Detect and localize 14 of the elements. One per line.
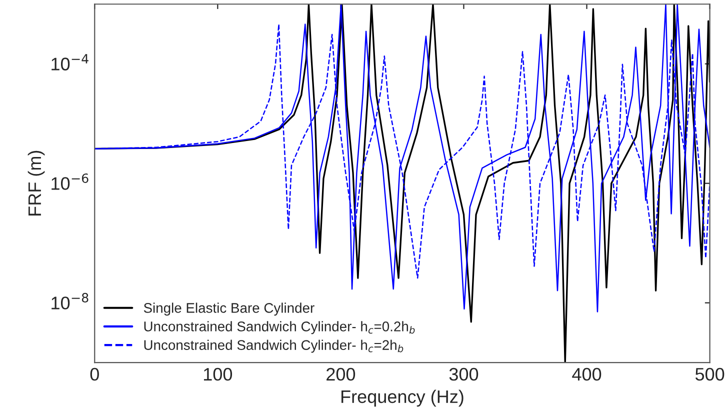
legend-label: Single Elastic Bare Cylinder [144,302,314,316]
y-tick-label: 10$^{−8}$ [52,292,88,310]
x-tick-label: 100 [204,368,232,381]
y-tick-label: 10$^{−4}$ [52,54,88,70]
x-tick-label: 200 [326,368,356,381]
legend-label: Unconstrained Sandwich Cylinder- h$_{c}$=2h$_{b}$ [144,340,404,353]
y-tick-label: 10$^{−6}$ [52,173,88,190]
x-tick-label: 400 [572,368,602,381]
x-tick-label: 300 [449,368,478,381]
legend-label: Unconstrained Sandwich Cylinder- h$_{c}$=0.2h$_{b}$ [144,321,415,334]
x-tick-label: 0 [90,368,99,381]
x-axis-title: Frequency (Hz) [342,390,464,407]
y-axis-title: FRF (m) [28,150,45,216]
x-tick-label: 500 [695,368,724,381]
